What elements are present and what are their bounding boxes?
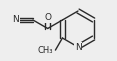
Text: CH₃: CH₃ — [38, 46, 53, 55]
Text: N: N — [13, 15, 19, 25]
Text: N: N — [75, 43, 81, 51]
Text: O: O — [44, 13, 51, 22]
